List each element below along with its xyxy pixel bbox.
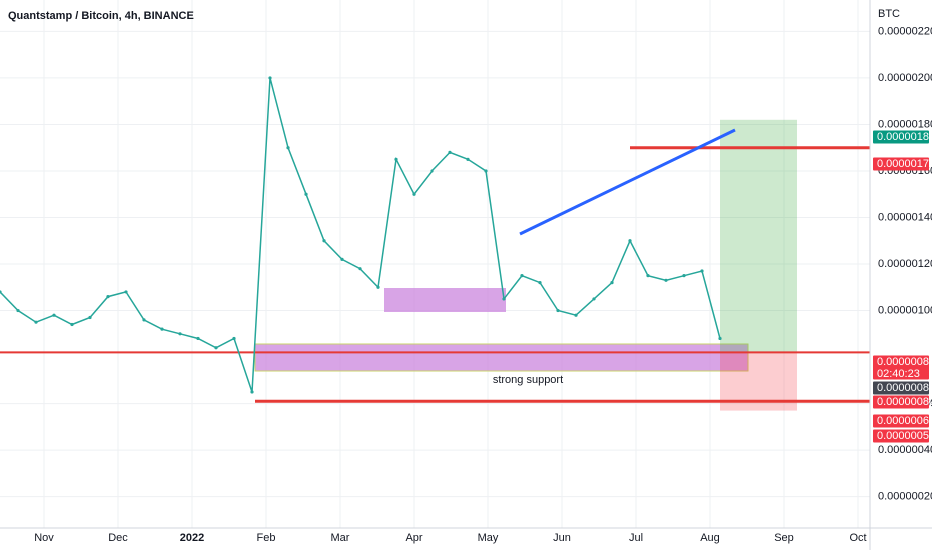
price-point bbox=[106, 294, 110, 299]
price-point bbox=[322, 239, 326, 243]
y-tick-label: 0.00000100 bbox=[878, 304, 932, 316]
price-point bbox=[0, 290, 2, 294]
price-point bbox=[52, 313, 56, 317]
price-label: 0.00000170 bbox=[877, 158, 932, 170]
price-label-box bbox=[873, 429, 929, 443]
price-point bbox=[628, 239, 632, 243]
price-point bbox=[610, 281, 614, 285]
price-point bbox=[304, 192, 308, 196]
price-point bbox=[286, 146, 290, 150]
y-tick-label: 0.00000220 bbox=[878, 25, 932, 37]
price-label: 0.00000061 bbox=[877, 415, 932, 427]
price-point bbox=[142, 318, 146, 322]
price-point bbox=[484, 169, 488, 173]
y-tick-label: 0.00000140 bbox=[878, 211, 932, 223]
plot bbox=[0, 76, 870, 411]
price-point bbox=[88, 315, 92, 320]
x-tick-label: Mar bbox=[331, 532, 350, 544]
x-tick-label: Jul bbox=[629, 532, 643, 544]
support-zone bbox=[254, 343, 749, 372]
price-point bbox=[538, 281, 542, 285]
price-point bbox=[214, 346, 218, 350]
price-label-box bbox=[873, 130, 929, 144]
y-tick-label: 0.00000200 bbox=[878, 72, 932, 84]
price-point bbox=[250, 390, 254, 394]
x-tick-label: Oct bbox=[849, 532, 866, 544]
price-label-box bbox=[873, 414, 929, 428]
price-point bbox=[574, 313, 578, 317]
y-tick-label: 0.00000020 bbox=[878, 491, 932, 503]
price-point bbox=[700, 269, 704, 273]
price-label: 0.00000182 bbox=[877, 131, 932, 143]
price-point bbox=[682, 274, 686, 278]
price-point bbox=[664, 278, 668, 282]
price-point bbox=[430, 169, 434, 173]
price-point bbox=[196, 336, 200, 341]
price-point bbox=[718, 336, 722, 341]
price-point bbox=[340, 257, 344, 261]
price-point bbox=[646, 274, 650, 278]
price-label: 0.00000057 bbox=[877, 430, 932, 442]
price-point bbox=[232, 336, 236, 341]
x-tick-label: Nov bbox=[34, 532, 54, 544]
price-label: 0.00000086 bbox=[877, 356, 932, 368]
price-point bbox=[466, 157, 470, 161]
price-point bbox=[394, 157, 398, 161]
price-point bbox=[34, 320, 38, 324]
price-point bbox=[16, 308, 20, 313]
price-point bbox=[178, 332, 182, 336]
price-label-box bbox=[873, 157, 929, 171]
price-point bbox=[376, 285, 380, 289]
price-point bbox=[502, 297, 506, 301]
price-label-box bbox=[873, 395, 929, 409]
axis: 0.000000200.000000400.000000600.00000100… bbox=[34, 25, 932, 544]
x-tick-label: Aug bbox=[700, 532, 720, 544]
price-point bbox=[412, 192, 416, 196]
price-point bbox=[160, 327, 164, 331]
grid bbox=[0, 0, 870, 528]
y-tick-label: 0.00000180 bbox=[878, 118, 932, 130]
chart-title: Quantstamp / Bitcoin, 4h, BINANCE bbox=[8, 10, 194, 22]
price-point bbox=[70, 322, 74, 327]
price-point bbox=[592, 297, 596, 301]
trend-line bbox=[519, 128, 736, 236]
price-point bbox=[268, 76, 272, 80]
axis-unit: BTC bbox=[878, 8, 900, 20]
price-point bbox=[448, 150, 452, 154]
price-label-box bbox=[873, 355, 929, 380]
x-tick-label: 2022 bbox=[180, 532, 204, 544]
x-tick-label: Sep bbox=[774, 532, 794, 544]
x-tick-label: May bbox=[478, 532, 499, 544]
x-tick-label: Apr bbox=[405, 532, 422, 544]
x-tick-label: Feb bbox=[257, 532, 276, 544]
x-tick-label: Dec bbox=[108, 532, 128, 544]
price-point bbox=[124, 290, 128, 294]
price-label: 0.00000082 bbox=[877, 396, 932, 408]
price-label: 0.00000083 bbox=[877, 382, 932, 394]
price-label-box bbox=[873, 381, 929, 395]
y-tick-label: 0.00000120 bbox=[878, 258, 932, 270]
countdown: 02:40:23 bbox=[877, 368, 920, 380]
resistance-zone bbox=[384, 288, 506, 312]
annotation: strong support bbox=[493, 374, 563, 386]
y-tick-label: 0.00000040 bbox=[878, 444, 932, 456]
x-tick-label: Jun bbox=[553, 532, 571, 544]
price-point bbox=[556, 308, 560, 313]
profit-zone bbox=[720, 119, 797, 353]
price-point bbox=[358, 267, 362, 271]
price-point bbox=[520, 274, 524, 278]
